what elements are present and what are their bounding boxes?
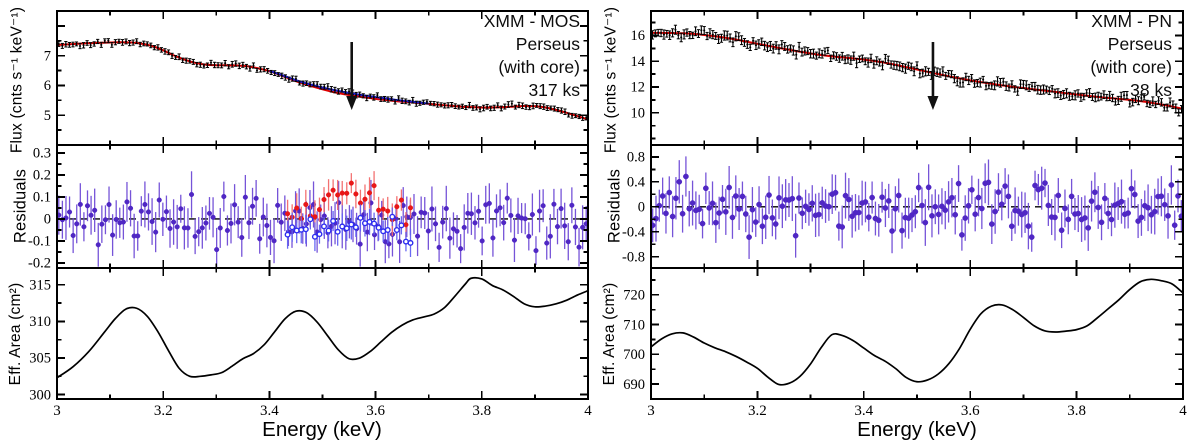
svg-text:-0.4: -0.4 bbox=[622, 224, 646, 240]
svg-text:3: 3 bbox=[647, 403, 655, 419]
mos-annotation: XMM - MOS Perseus (with core) 317 ks bbox=[370, 10, 580, 102]
svg-text:3.2: 3.2 bbox=[154, 403, 173, 419]
mos-instrument-label: XMM - MOS bbox=[483, 11, 580, 31]
svg-text:720: 720 bbox=[623, 287, 645, 303]
mos-target-label: Perseus bbox=[515, 34, 580, 54]
svg-text:4: 4 bbox=[584, 403, 592, 419]
mos_residuals-panel: -0.2 -0.1 0 0.1 0.2 0.3 bbox=[28, 144, 589, 272]
svg-text:0.4: 0.4 bbox=[627, 175, 646, 191]
pn-target-label: Perseus bbox=[1107, 34, 1172, 54]
pn-flux-axis-title: Flux (cnts s⁻¹ keV⁻¹) bbox=[602, 6, 620, 154]
pn-energy-axis-title: Energy (keV) bbox=[857, 418, 977, 441]
svg-text:0.2: 0.2 bbox=[33, 168, 51, 184]
svg-text:0.1: 0.1 bbox=[33, 190, 51, 206]
mos-flux-axis-title: Flux (cnts s⁻¹ keV⁻¹) bbox=[8, 6, 26, 154]
pn-instrument-label: XMM - PN bbox=[1091, 11, 1172, 31]
svg-text:700: 700 bbox=[623, 347, 645, 363]
mos-exposure-label: 317 ks bbox=[528, 80, 580, 100]
svg-text:0.3: 0.3 bbox=[33, 146, 51, 162]
svg-text:3.4: 3.4 bbox=[260, 403, 279, 419]
svg-text:-0.8: -0.8 bbox=[622, 249, 645, 265]
svg-text:10: 10 bbox=[631, 105, 646, 121]
svg-text:3.8: 3.8 bbox=[1067, 403, 1086, 419]
mos-residuals-axis-title: Residuals bbox=[11, 168, 30, 244]
pn-exposure-label: 38 ks bbox=[1130, 80, 1172, 100]
svg-text:3.8: 3.8 bbox=[472, 403, 491, 419]
svg-text:7: 7 bbox=[44, 48, 51, 64]
svg-text:690: 690 bbox=[623, 377, 645, 393]
svg-text:6: 6 bbox=[44, 78, 51, 94]
svg-text:305: 305 bbox=[29, 351, 51, 367]
svg-text:-0.2: -0.2 bbox=[28, 256, 51, 272]
svg-text:3.6: 3.6 bbox=[366, 403, 385, 419]
svg-text:0: 0 bbox=[44, 212, 51, 228]
pn-effarea-axis-title: Eff. Area (cm²) bbox=[601, 282, 618, 386]
svg-text:3.4: 3.4 bbox=[854, 403, 873, 419]
svg-text:315: 315 bbox=[29, 278, 51, 294]
mos-energy-axis-title: Energy (keV) bbox=[262, 418, 382, 441]
pn_effarea-panel: 690 700 710 720 3 3.2 3.4 3.6 3.8 4 bbox=[623, 267, 1187, 419]
svg-text:0.8: 0.8 bbox=[627, 150, 645, 166]
svg-text:3: 3 bbox=[53, 403, 61, 419]
svg-text:16: 16 bbox=[631, 28, 646, 44]
pn_residuals-panel: -0.8 -0.4 0 0.4 0.8 bbox=[622, 144, 1184, 269]
svg-text:3.2: 3.2 bbox=[748, 403, 767, 419]
svg-text:5: 5 bbox=[44, 108, 51, 124]
pn-aperture-label: (with core) bbox=[1090, 57, 1172, 77]
svg-text:300: 300 bbox=[29, 387, 51, 403]
svg-text:4: 4 bbox=[1179, 403, 1187, 419]
svg-text:710: 710 bbox=[623, 317, 645, 333]
pn-residuals-axis-title: Residuals bbox=[605, 168, 624, 244]
svg-text:14: 14 bbox=[631, 54, 646, 70]
svg-text:0: 0 bbox=[638, 200, 645, 216]
svg-text:3.6: 3.6 bbox=[961, 403, 980, 419]
pn_flux-panel: 10 12 14 16 bbox=[631, 10, 1184, 146]
svg-text:-0.1: -0.1 bbox=[28, 234, 51, 250]
svg-text:310: 310 bbox=[29, 314, 51, 330]
mos-effarea-axis-title: Eff. Area (cm²) bbox=[7, 282, 24, 386]
svg-text:12: 12 bbox=[631, 80, 646, 96]
mos_effarea-panel: 300 305 310 315 3 3.2 3.4 3.6 3.8 4 bbox=[29, 267, 592, 419]
mos-aperture-label: (with core) bbox=[498, 57, 580, 77]
pn-annotation: XMM - PN Perseus (with core) 38 ks bbox=[962, 10, 1172, 102]
